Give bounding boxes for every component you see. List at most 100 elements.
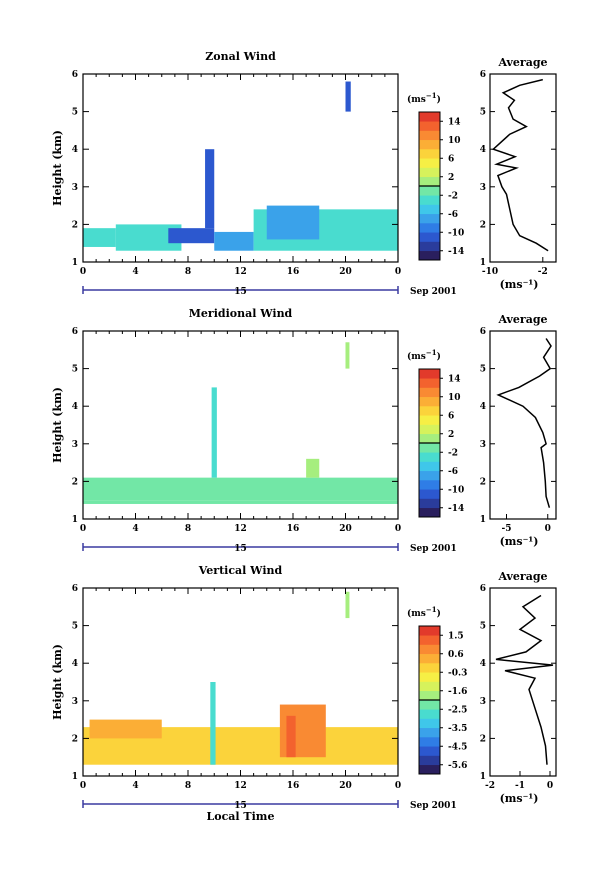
x-tick-label: 12 (234, 524, 247, 534)
colorbar-swatch (419, 406, 440, 416)
date-month: Sep 2001 (410, 801, 457, 811)
colorbar-swatch (419, 489, 440, 499)
x-tick-label: 20 (339, 524, 352, 534)
heatmap-cell (83, 500, 398, 504)
colorbar-swatch (419, 653, 440, 664)
colorbar-unit: (ms−1) (407, 605, 441, 619)
colorbar-swatch (419, 470, 440, 481)
colorbar-swatch (419, 158, 440, 168)
average-x-axis-label: (ms⁻¹) (500, 278, 539, 291)
y-axis-label: Height (km) (51, 130, 64, 206)
x-tick-label: 0 (395, 267, 401, 277)
x-tick-label: 8 (185, 781, 191, 791)
colorbar-tick-label: 6 (448, 154, 454, 164)
colorbar-tick-label: -10 (448, 485, 464, 495)
heatmap-cell (211, 387, 217, 478)
average-x-axis-label: (ms⁻¹) (500, 535, 539, 548)
colorbar-swatch (419, 746, 440, 756)
average-y-tick-label: 6 (480, 70, 486, 80)
y-tick-label: 2 (72, 477, 78, 487)
colorbar-tick-label: -5.6 (448, 761, 467, 771)
average-y-tick-label: 3 (480, 183, 486, 193)
y-tick-label: 3 (72, 183, 78, 193)
colorbar-tick-label: -2 (448, 191, 458, 201)
average-y-tick-label: 1 (480, 772, 486, 782)
date-day: 15 (234, 801, 247, 811)
average-y-tick-label: 4 (480, 402, 486, 412)
y-axis-label: Height (km) (51, 644, 64, 720)
colorbar-swatch (419, 121, 440, 131)
average-y-tick-label: 2 (480, 734, 486, 744)
average-y-tick-label: 6 (480, 584, 486, 594)
colorbar-unit-exp: −1 (426, 605, 437, 614)
colorbar-swatch (419, 186, 440, 196)
colorbar-tick-label: 6 (448, 411, 454, 421)
colorbar-swatch (419, 700, 440, 710)
average-y-tick-label: 3 (480, 440, 486, 450)
colorbar-swatch (419, 498, 440, 509)
colorbar-swatch (419, 480, 440, 490)
y-tick-label: 5 (72, 622, 78, 632)
heatmap-cell (214, 231, 254, 251)
x-axis-label: Local Time (207, 810, 275, 823)
average-y-tick-label: 3 (480, 697, 486, 707)
colorbar-swatch (419, 764, 440, 775)
colorbar-tick-label: 1.5 (448, 631, 464, 641)
colorbar-swatch (419, 232, 440, 242)
average-y-tick-label: 1 (480, 515, 486, 525)
colorbar-swatch (419, 204, 440, 215)
colorbar-swatch (419, 378, 440, 388)
average-y-tick-label: 1 (480, 258, 486, 268)
average-title: Average (497, 56, 547, 69)
average-x-tick-label: 0 (545, 524, 551, 534)
y-tick-label: 4 (72, 402, 78, 412)
average-y-tick-label: 5 (480, 622, 486, 632)
colorbar-swatch (419, 139, 440, 150)
y-tick-label: 4 (72, 145, 78, 155)
colorbar-tick-label: -2 (448, 448, 458, 458)
average-x-tick-label: -10 (482, 267, 498, 277)
colorbar-swatch (419, 396, 440, 407)
average-y-tick-label: 5 (480, 365, 486, 375)
colorbar-swatch (419, 387, 440, 398)
colorbar-swatch (419, 681, 440, 692)
average-profile-line (496, 338, 552, 508)
colorbar-unit-close: ) (437, 94, 441, 105)
colorbar-tick-label: -3.5 (448, 724, 467, 734)
average-y-tick-label: 6 (480, 327, 486, 337)
colorbar-tick-label: -14 (448, 504, 464, 514)
colorbar-tick-label: -1.6 (448, 687, 467, 697)
colorbar-swatch (419, 176, 440, 187)
x-tick-label: 0 (80, 524, 86, 534)
date-day: 15 (234, 287, 247, 297)
colorbar-unit-exp: −1 (426, 348, 437, 357)
colorbar-swatch (419, 755, 440, 766)
colorbar-swatch (419, 663, 440, 673)
average-profile-line (495, 594, 554, 765)
colorbar-swatch (419, 644, 440, 655)
colorbar-tick-label: -14 (448, 247, 464, 257)
colorbar-swatch (419, 130, 440, 141)
x-tick-label: 4 (132, 781, 138, 791)
colorbar-tick-label: 2 (448, 173, 454, 183)
x-tick-label: 12 (234, 267, 247, 277)
colorbar-tick-label: 10 (448, 393, 461, 403)
average-x-tick-label: -2 (485, 781, 495, 791)
average-title: Average (497, 313, 547, 326)
heatmap-cell (266, 205, 320, 240)
x-tick-label: 4 (132, 524, 138, 534)
x-tick-label: 8 (185, 267, 191, 277)
y-tick-label: 1 (72, 772, 78, 782)
average-y-tick-label: 4 (480, 659, 486, 669)
heatmap-cell (306, 458, 320, 478)
panel-title: Meridional Wind (189, 307, 293, 320)
heatmap-cell (210, 682, 216, 765)
average-x-tick-label: -1 (515, 781, 525, 791)
x-tick-label: 0 (395, 524, 401, 534)
heatmap-field (83, 591, 398, 765)
colorbar-swatch (419, 415, 440, 425)
colorbar-unit: (ms−1) (407, 91, 441, 105)
